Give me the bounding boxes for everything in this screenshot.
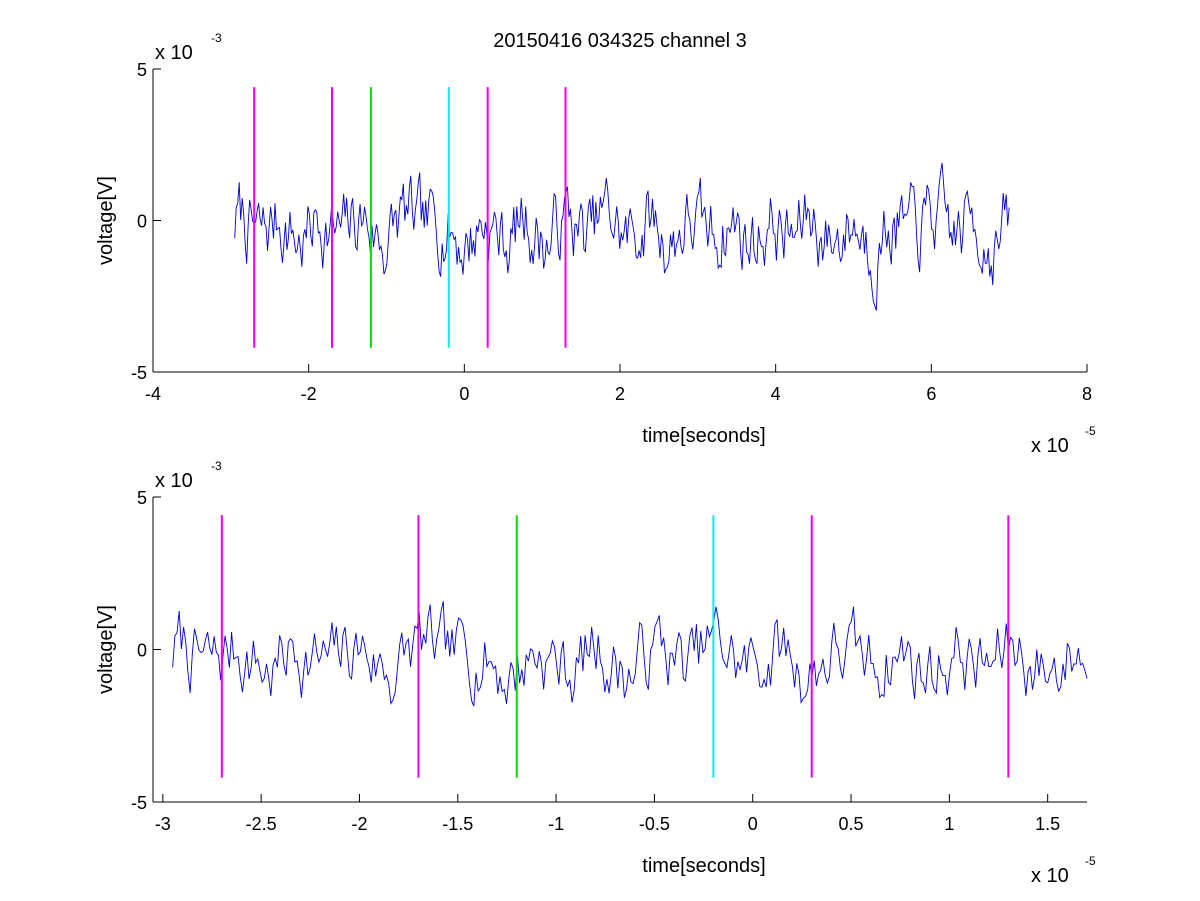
top-subplot: -4 -2 0 2 4 6 8 -5 0 5 time[seconds] voltage[V] x 10… (95, 31, 1096, 457)
x-tick-label: -2 (351, 814, 367, 834)
figure-title: 20150416 034325 channel 3 (493, 30, 747, 52)
x-tick-label: 8 (1082, 384, 1092, 404)
x-tick-label: 0 (748, 814, 758, 834)
y-axis-title: voltage[V] (95, 605, 117, 694)
y-multiplier-exponent: -3 (211, 459, 222, 473)
y-tick-label: 5 (137, 60, 147, 80)
signal-line (234, 162, 1010, 311)
signal-line (172, 601, 1088, 707)
x-tick-label: 0 (459, 384, 469, 404)
y-tick-label: 5 (137, 488, 147, 508)
x-tick-label: -3 (155, 814, 171, 834)
x-tick-label: -1.5 (442, 814, 473, 834)
y-multiplier-label: x 10 (155, 470, 193, 492)
y-multiplier-label: x 10 (155, 42, 193, 64)
x-tick-label: -4 (145, 384, 161, 404)
y-tick-label: -5 (131, 363, 147, 383)
x-tick-label: 4 (771, 384, 781, 404)
y-multiplier-exponent: -3 (211, 31, 222, 45)
x-tick-label: 1.5 (1035, 814, 1060, 834)
x-tick-label: -2.5 (246, 814, 277, 834)
x-tick-label: 2 (615, 384, 625, 404)
x-axis-title: time[seconds] (642, 855, 765, 877)
x-tick-label: 0.5 (839, 814, 864, 834)
y-tick-label: -5 (131, 793, 147, 813)
x-tick-label: -0.5 (639, 814, 670, 834)
y-tick-label: 0 (137, 212, 147, 232)
y-axis-title: voltage[V] (95, 176, 117, 265)
y-tick-label: 0 (137, 641, 147, 661)
x-axis-title: time[seconds] (642, 425, 765, 447)
x-multiplier-label: x 10 (1031, 865, 1069, 887)
x-tick-label: -1 (548, 814, 564, 834)
bottom-subplot: -3 -2.5 -2 -1.5 -1 -0.5 0 0.5 1 1.5 -5 0 5 time[secon… (95, 459, 1096, 887)
x-multiplier-exponent: -5 (1085, 424, 1096, 438)
x-tick-label: 6 (926, 384, 936, 404)
x-multiplier-label: x 10 (1031, 435, 1069, 457)
x-tick-label: -2 (301, 384, 317, 404)
x-multiplier-exponent: -5 (1085, 854, 1096, 868)
x-tick-label: 1 (944, 814, 954, 834)
